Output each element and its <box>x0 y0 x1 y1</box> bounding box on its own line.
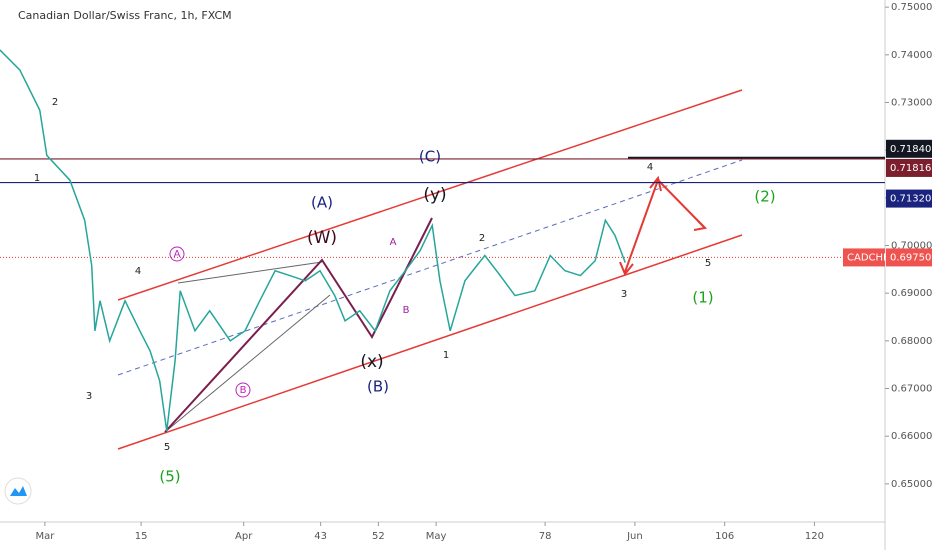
price-tag <box>886 248 932 267</box>
channel-top <box>117 89 743 301</box>
y-tick-label: 0.75000 <box>891 2 932 13</box>
wave-label: B <box>403 305 410 316</box>
wave-label: 3 <box>621 289 627 300</box>
y-tick-label: 0.69000 <box>891 288 932 299</box>
wave-label: 3 <box>86 391 92 402</box>
channel-mid <box>117 159 743 376</box>
wave-label: 2 <box>52 97 58 108</box>
price-tag-label: 0.71816 <box>890 163 931 174</box>
price-tag-label: 0.71320 <box>890 194 931 205</box>
y-tick-label: 0.65000 <box>891 479 932 490</box>
x-tick-label: 78 <box>539 531 552 542</box>
chart-title: Canadian Dollar/Swiss Franc, 1h, FXCM <box>18 9 232 22</box>
y-tick-label: 0.66000 <box>891 431 932 442</box>
symbol-tag-label: CADCHF <box>847 252 889 263</box>
arrow-head <box>619 175 708 276</box>
x-tick-label: 52 <box>372 531 385 542</box>
y-tick-label: 0.73000 <box>891 97 932 108</box>
wave-label: (B) <box>367 378 389 396</box>
x-tick-label: 15 <box>135 531 148 542</box>
wave-path <box>164 217 433 433</box>
x-tick-label: Jun <box>626 531 643 542</box>
wave-label: 4 <box>647 162 653 173</box>
wave-label: (2) <box>754 188 775 206</box>
x-tick-label: 120 <box>805 531 824 542</box>
wave-label: 1 <box>34 173 40 184</box>
wave-label: 2 <box>479 233 485 244</box>
y-tick-label: 0.70000 <box>891 241 932 252</box>
annotation-circle <box>169 246 185 262</box>
wave-label: (1) <box>692 289 713 307</box>
drawings <box>117 89 743 450</box>
y-tick-label: 0.68000 <box>891 336 932 347</box>
wave-label: (5) <box>159 468 180 486</box>
wave-label: 1 <box>443 350 449 361</box>
price-line-series <box>0 49 626 432</box>
symbol-tag <box>843 248 885 267</box>
logo <box>4 477 32 505</box>
y-tick-label: 0.67000 <box>891 384 932 395</box>
x-tick-label: Mar <box>35 531 55 542</box>
x-tick-label: 106 <box>715 531 734 542</box>
x-tick-label: May <box>426 531 447 542</box>
price-tag-label: 0.71840 <box>890 144 931 155</box>
trend-line <box>164 294 331 433</box>
price-tag-label: 0.69750 <box>890 252 931 263</box>
wave-label: A <box>390 237 397 248</box>
wave-label: (W) <box>307 228 337 248</box>
price-tag <box>886 158 932 177</box>
wave-label: 4 <box>135 266 141 277</box>
x-tick-label: 43 <box>314 531 327 542</box>
wave-label: (y) <box>423 185 446 205</box>
y-tick-label: 0.74000 <box>891 50 932 61</box>
wave-label: (A) <box>311 194 333 212</box>
price-tag <box>886 189 932 208</box>
wave-label: B <box>240 385 247 396</box>
wave-label: 5 <box>705 258 711 269</box>
trend-line <box>177 261 323 284</box>
wave-label: (C) <box>419 148 441 166</box>
wave-label: 5 <box>164 442 170 453</box>
wave-label: (x) <box>360 352 383 372</box>
price-tag <box>886 139 932 158</box>
channel-bottom <box>117 234 743 450</box>
wave-label: A <box>174 249 181 260</box>
annotation-circle <box>235 382 251 398</box>
x-tick-label: Apr <box>235 531 253 542</box>
